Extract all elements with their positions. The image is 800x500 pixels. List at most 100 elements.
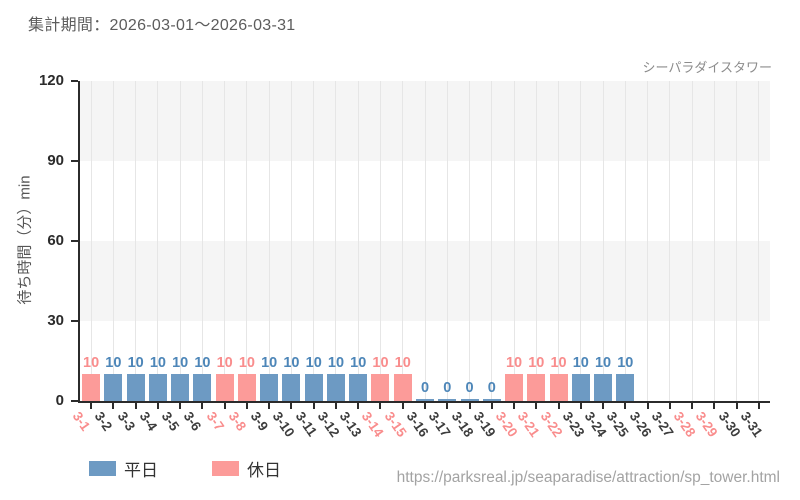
legend: 平日 休日 xyxy=(89,456,281,481)
bar-value-label: 10 xyxy=(83,355,100,372)
bar-value-label: 10 xyxy=(528,355,545,372)
x-tick-label: 3-16 xyxy=(403,409,432,440)
x-tick-label: 3-28 xyxy=(670,409,699,440)
bar-3-11[interactable] xyxy=(304,374,323,401)
gridline-vertical xyxy=(580,81,582,401)
bar-3-22[interactable] xyxy=(549,374,568,401)
gridline-vertical xyxy=(691,81,693,401)
gridline-vertical xyxy=(379,81,381,401)
x-tick-mark xyxy=(624,403,627,409)
bar-value-label: 10 xyxy=(350,355,367,372)
x-tick-mark xyxy=(557,403,560,409)
x-tick-label: 3-8 xyxy=(225,409,250,434)
x-tick-label: 3-2 xyxy=(92,409,116,434)
x-tick-label: 3-30 xyxy=(715,409,744,440)
bar-value-label: 10 xyxy=(305,355,322,372)
x-tick-mark xyxy=(579,403,582,409)
x-tick-label: 3-12 xyxy=(314,409,343,440)
bar-3-8[interactable] xyxy=(237,374,256,401)
x-tick-mark xyxy=(223,403,226,409)
x-tick-mark xyxy=(201,403,204,409)
x-tick-label: 3-29 xyxy=(693,409,721,440)
bar-3-10[interactable] xyxy=(282,374,301,401)
x-tick-mark xyxy=(90,403,93,409)
y-tick-label: 30 xyxy=(47,312,64,329)
bar-3-12[interactable] xyxy=(326,374,345,401)
bar-3-3[interactable] xyxy=(126,374,145,401)
bar-3-16[interactable] xyxy=(416,399,434,401)
bar-value-label: 10 xyxy=(261,355,278,372)
x-tick-mark xyxy=(757,403,760,409)
y-tick-label: 0 xyxy=(55,392,64,409)
x-tick-mark xyxy=(379,403,382,409)
bar-3-13[interactable] xyxy=(349,374,368,401)
x-tick-label: 3-25 xyxy=(604,409,632,440)
bar-value-label: 10 xyxy=(394,355,411,372)
x-tick-mark xyxy=(179,403,182,409)
bar-value-label: 10 xyxy=(216,355,233,372)
bar-value-label: 10 xyxy=(194,355,211,372)
bar-3-7[interactable] xyxy=(215,374,234,401)
bar-3-19[interactable] xyxy=(482,399,501,401)
attraction-name-label: シーパラダイスタワー xyxy=(642,60,772,75)
bar-3-6[interactable] xyxy=(193,374,212,401)
bar-3-9[interactable] xyxy=(260,374,279,401)
bar-3-14[interactable] xyxy=(371,374,390,401)
x-tick-mark xyxy=(735,403,738,409)
bar-value-label: 0 xyxy=(465,380,474,396)
x-tick-mark xyxy=(245,403,248,409)
x-tick-mark xyxy=(446,403,449,409)
x-tick-label: 3-27 xyxy=(648,409,677,440)
x-tick-mark xyxy=(268,403,271,409)
gridline-vertical xyxy=(624,81,626,401)
bar-3-17[interactable] xyxy=(438,399,457,401)
x-tick-label: 3-23 xyxy=(559,409,588,440)
bar-3-23[interactable] xyxy=(571,374,590,401)
x-tick-label: 3-6 xyxy=(181,409,205,434)
x-tick-mark xyxy=(691,403,694,409)
x-tick-label: 3-18 xyxy=(448,409,477,440)
gridline-vertical xyxy=(335,81,337,401)
gridline-vertical xyxy=(446,81,448,401)
bar-value-label: 10 xyxy=(372,355,389,372)
bar-value-label: 10 xyxy=(327,355,345,372)
bar-3-21[interactable] xyxy=(527,374,546,401)
bar-value-label: 0 xyxy=(487,380,496,396)
x-tick-mark xyxy=(312,403,315,409)
bar-3-24[interactable] xyxy=(594,374,613,401)
bar-value-label: 10 xyxy=(594,355,612,372)
x-tick-label: 3-31 xyxy=(737,409,766,440)
gridline-vertical xyxy=(491,81,493,401)
gridline-vertical xyxy=(179,81,181,401)
legend-item-holiday: 休日 xyxy=(212,456,281,481)
bar-3-18[interactable] xyxy=(460,399,479,401)
bar-value-label: 10 xyxy=(149,355,166,372)
x-tick-mark xyxy=(646,403,649,409)
bar-3-2[interactable] xyxy=(104,374,123,401)
x-tick-mark xyxy=(334,403,337,409)
bar-3-20[interactable] xyxy=(505,374,524,401)
y-tick-mark xyxy=(71,240,78,242)
bar-3-4[interactable] xyxy=(148,374,167,401)
x-tick-mark xyxy=(602,403,605,409)
gridline-vertical xyxy=(112,81,114,401)
gridline-vertical xyxy=(201,81,203,401)
bar-3-1[interactable] xyxy=(82,374,101,401)
y-tick-label: 60 xyxy=(47,232,64,249)
gridline-vertical xyxy=(313,81,315,401)
bar-value-label: 10 xyxy=(617,355,634,372)
x-tick-mark xyxy=(713,403,716,409)
x-tick-mark xyxy=(290,403,293,409)
bar-3-25[interactable] xyxy=(616,374,635,401)
x-tick-mark xyxy=(513,403,516,409)
legend-item-weekday: 平日 xyxy=(89,456,158,481)
y-tick-mark xyxy=(71,160,78,162)
bar-3-15[interactable] xyxy=(393,374,412,401)
bar-value-label: 0 xyxy=(443,380,452,396)
gridline-vertical xyxy=(736,81,738,401)
gridline-vertical xyxy=(535,81,537,401)
gridline-vertical xyxy=(469,81,471,401)
gridline-vertical xyxy=(224,81,226,401)
bar-3-5[interactable] xyxy=(171,374,190,401)
bar-value-label: 10 xyxy=(550,355,567,372)
